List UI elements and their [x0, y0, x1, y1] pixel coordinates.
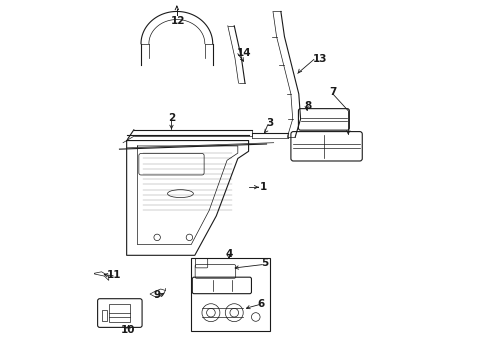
Text: 9: 9 [153, 291, 161, 301]
Text: 6: 6 [258, 299, 265, 309]
Text: 4: 4 [225, 248, 233, 258]
Text: 13: 13 [313, 54, 327, 64]
Text: 8: 8 [304, 102, 312, 112]
Text: 12: 12 [171, 17, 185, 27]
Text: 14: 14 [237, 48, 252, 58]
Text: 7: 7 [329, 87, 337, 97]
Text: 2: 2 [168, 113, 175, 123]
Text: 1: 1 [259, 182, 267, 192]
Text: 11: 11 [107, 270, 122, 280]
Text: 3: 3 [267, 118, 274, 128]
Text: 10: 10 [121, 325, 136, 335]
Bar [191, 258, 270, 331]
Text: 5: 5 [261, 258, 269, 268]
